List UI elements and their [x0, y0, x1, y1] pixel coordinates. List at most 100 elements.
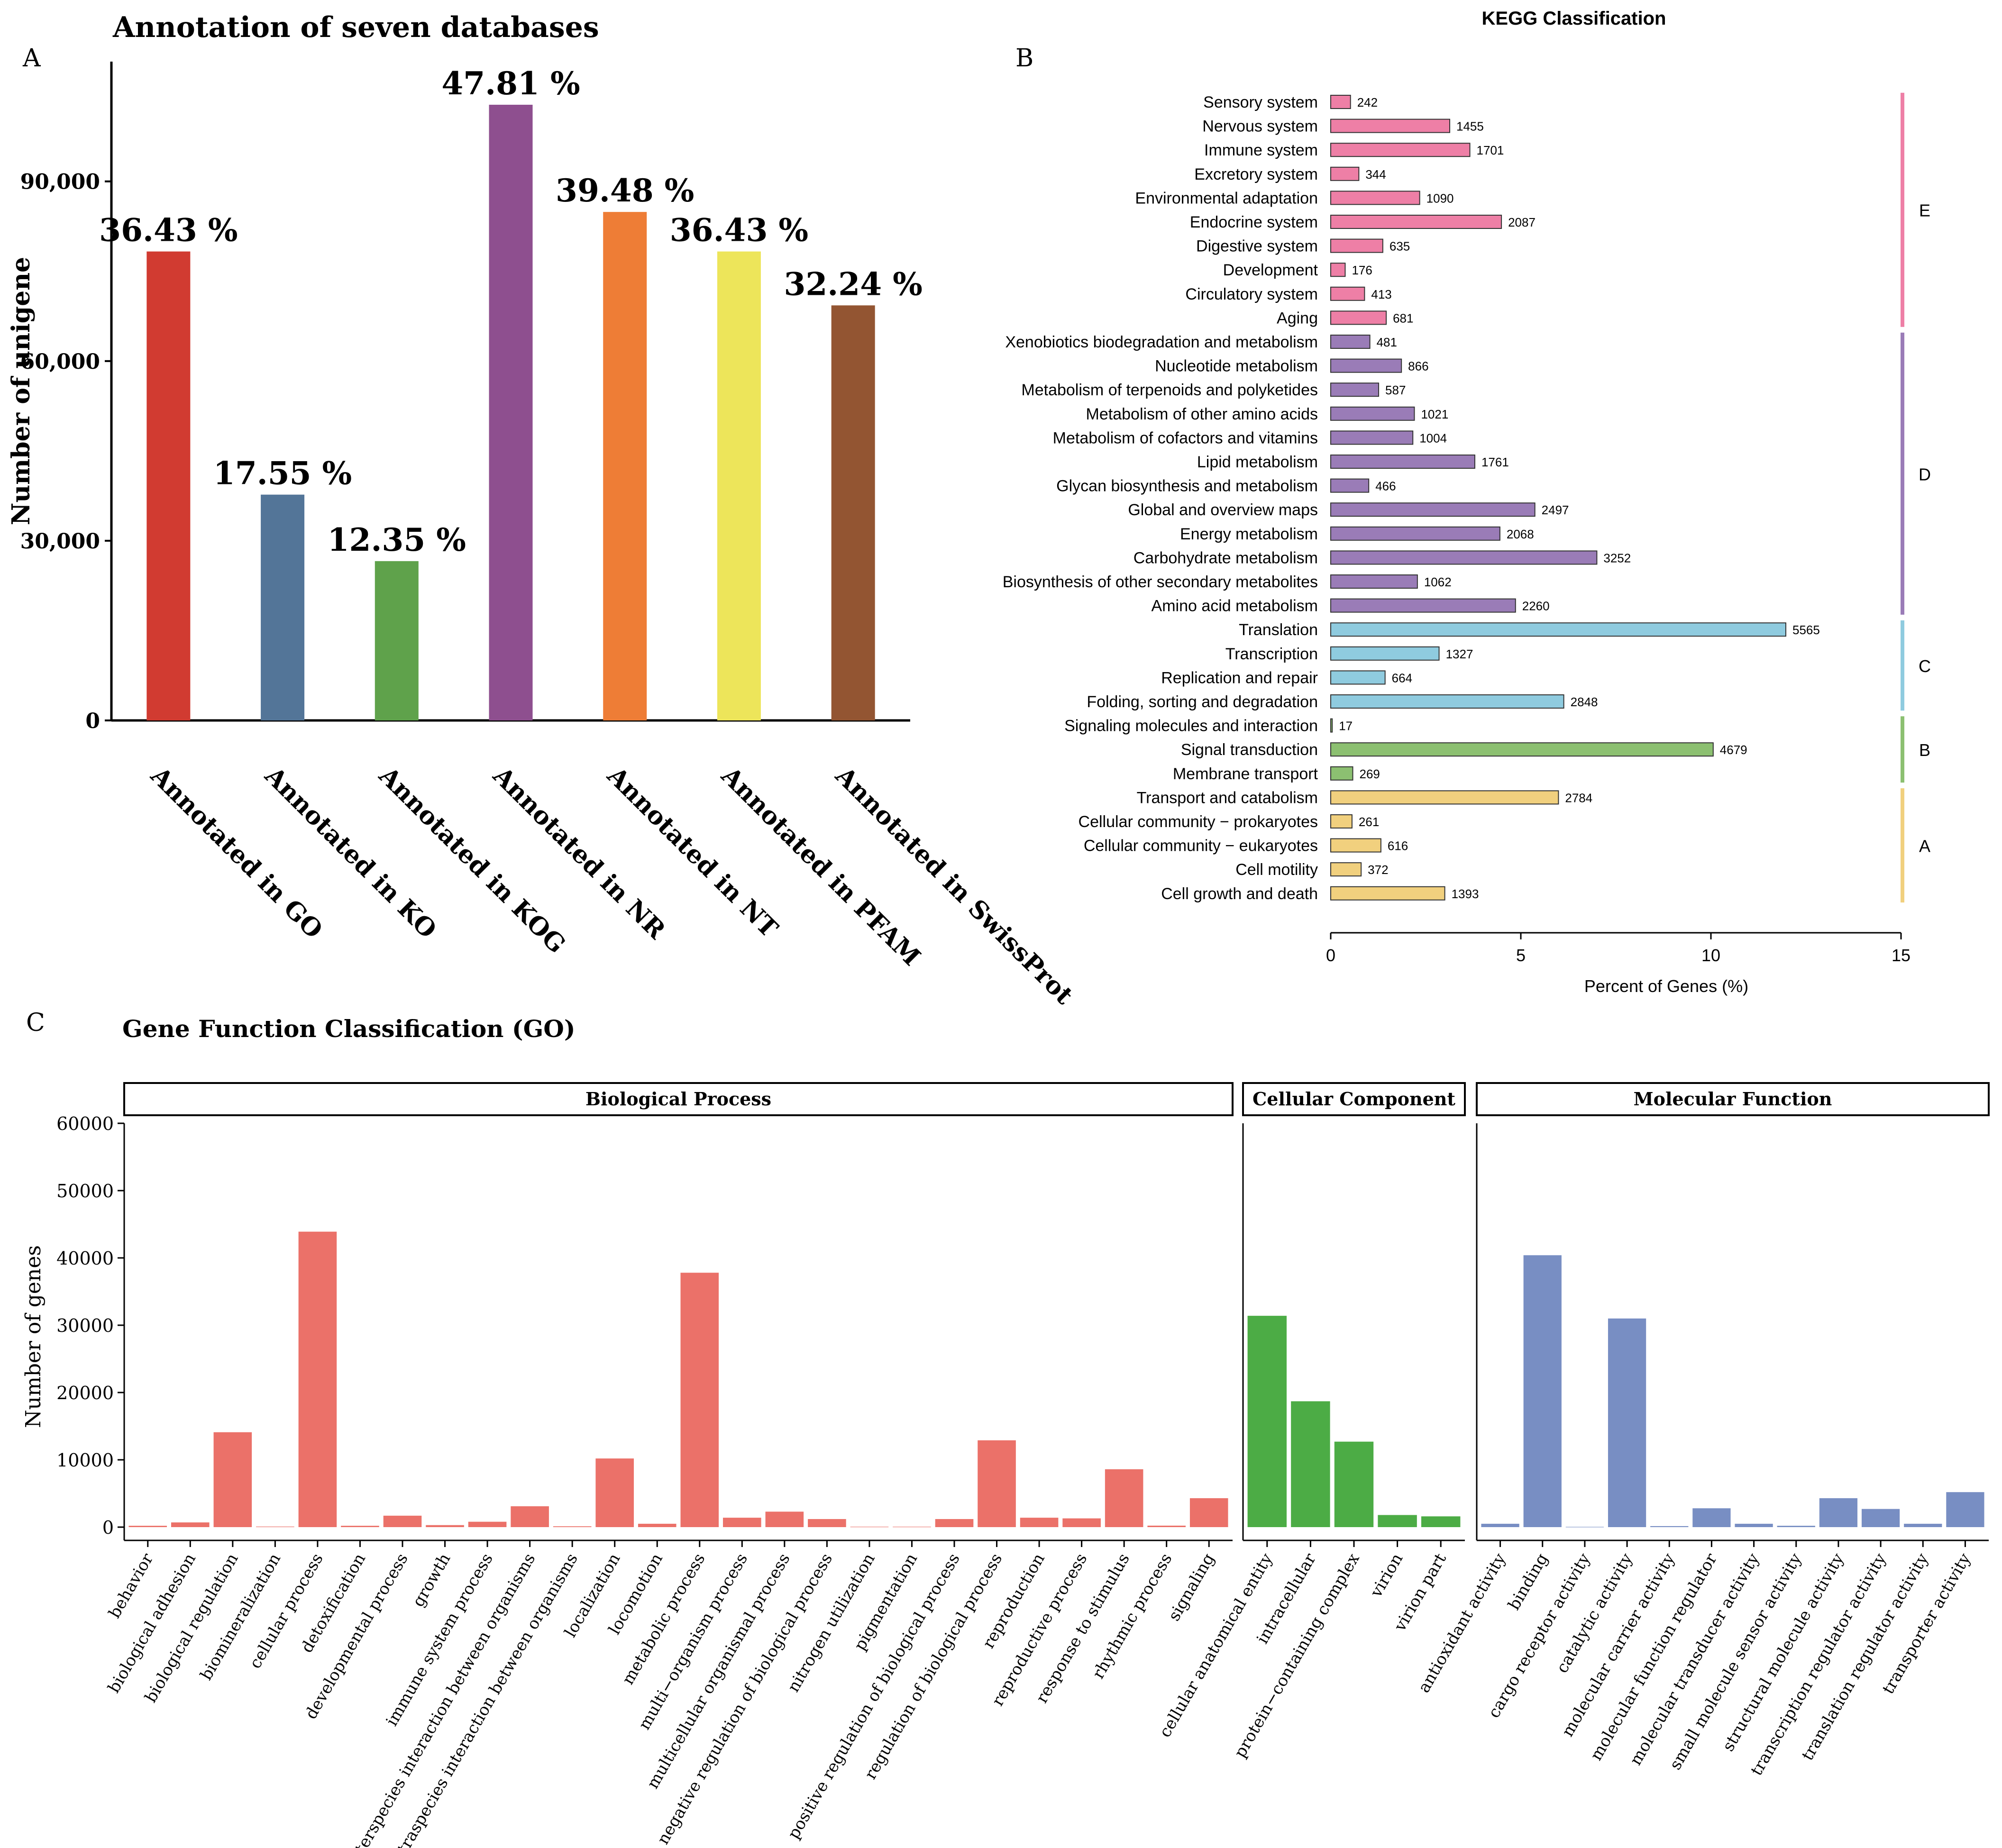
- chart-b-category-label: Excretory system: [1194, 165, 1318, 183]
- chart-c-bar: [1247, 1316, 1287, 1527]
- chart-b-count-label: 176: [1352, 263, 1372, 277]
- chart-a-y-tick-label: 90,000: [20, 170, 100, 194]
- chart-b-category-label: Biosynthesis of other secondary metaboli…: [1003, 573, 1318, 591]
- chart-c-bar: [595, 1458, 634, 1527]
- chart-b-bar: [1330, 526, 1500, 541]
- chart-c-bar: [213, 1432, 252, 1527]
- chart-b-count-label: 681: [1393, 311, 1413, 325]
- chart-b-category-label: Replication and repair: [1161, 669, 1318, 687]
- chart-b-category-label: Energy metabolism: [1180, 525, 1318, 543]
- chart-a-y-tick-label: 30,000: [20, 529, 100, 554]
- chart-a-bar: [261, 494, 305, 720]
- chart-a-data-label: 36.43 %: [99, 212, 238, 249]
- chart-b-group-label: A: [1919, 837, 1930, 856]
- chart-b-category-label: Lipid metabolism: [1197, 453, 1318, 471]
- chart-b-count-label: 4679: [1720, 743, 1747, 757]
- chart-c-bar: [426, 1525, 464, 1527]
- chart-b-category-label: Nucleotide metabolism: [1155, 357, 1318, 375]
- chart-c-y-tick-label: 30000: [56, 1315, 114, 1336]
- chart-b-category-label: Membrane transport: [1173, 765, 1318, 783]
- chart-b-count-label: 2497: [1542, 503, 1569, 517]
- chart-b-kegg: KEGG Classification Sensory system 242 Nerv…: [1003, 8, 1931, 996]
- chart-c-y-tick-label: 40000: [56, 1248, 114, 1269]
- chart-c-facet-strip: [1242, 1082, 1466, 1116]
- chart-b-count-label: 269: [1360, 767, 1380, 781]
- chart-c-bar: [808, 1519, 846, 1527]
- chart-b-category-label: Endocrine system: [1190, 213, 1318, 231]
- chart-b-x-tick-label: 0: [1326, 946, 1335, 965]
- chart-c-bar: [723, 1518, 761, 1527]
- chart-a-data-label: 47.81 %: [441, 65, 580, 102]
- chart-b-count-label: 242: [1357, 95, 1378, 109]
- chart-b-x-label: Percent of Genes (%): [1584, 976, 1748, 996]
- chart-b-bar: [1330, 455, 1475, 469]
- chart-b-count-label: 2848: [1571, 695, 1598, 709]
- chart-c-bar: [1105, 1469, 1143, 1527]
- panel-label-a: A: [22, 44, 41, 73]
- chart-b-bar: [1330, 862, 1362, 877]
- chart-b-category-label: Metabolism of other amino acids: [1086, 405, 1318, 423]
- chart-c-bar: [1735, 1523, 1773, 1527]
- chart-b-category-label: Glycan biosynthesis and metabolism: [1056, 477, 1318, 495]
- chart-c-y-tick-label: 20000: [56, 1383, 114, 1403]
- chart-b-category-label: Transcription: [1225, 645, 1318, 663]
- chart-c-category-label: biomineralization: [197, 1550, 284, 1684]
- chart-b-count-label: 1455: [1456, 119, 1484, 134]
- chart-b-bar: [1330, 766, 1353, 781]
- chart-c-y-label: Number of genes: [21, 1245, 46, 1428]
- chart-c-category-label: binding: [1504, 1550, 1552, 1613]
- chart-c-bar: [298, 1231, 337, 1527]
- chart-b-category-label: Development: [1223, 261, 1318, 279]
- chart-b-category-label: Transport and catabolism: [1137, 789, 1318, 807]
- chart-b-category-label: Cellular community − eukaryotes: [1084, 837, 1318, 855]
- chart-b-bar: [1330, 574, 1418, 589]
- chart-c-bar: [1777, 1526, 1815, 1527]
- chart-b-category-label: Cellular community − prokaryotes: [1079, 813, 1318, 831]
- chart-a-data-label: 36.43 %: [670, 212, 808, 249]
- chart-c-bar: [1692, 1508, 1731, 1527]
- chart-c-bar: [765, 1511, 804, 1527]
- chart-c-bar: [511, 1506, 549, 1527]
- chart-a-bar: [146, 251, 191, 720]
- chart-b-category-label: Metabolism of cofactors and vitamins: [1053, 429, 1318, 447]
- chart-c-facet-strip: [123, 1082, 1234, 1116]
- chart-b-x-tick-label: 10: [1701, 946, 1720, 965]
- chart-b-category-label: Cell motility: [1235, 861, 1318, 879]
- chart-b-bar: [1330, 215, 1502, 229]
- chart-c-bar: [638, 1523, 676, 1527]
- chart-b-bar: [1330, 478, 1370, 493]
- chart-c-bar: [1147, 1525, 1186, 1527]
- chart-b-group-label: B: [1919, 740, 1930, 760]
- chart-c-bar: [680, 1273, 719, 1527]
- chart-c-facet-label: Molecular Function: [1634, 1088, 1832, 1110]
- chart-b-bar: [1330, 406, 1415, 421]
- chart-c-bar: [1481, 1523, 1519, 1527]
- chart-b-bar: [1330, 670, 1386, 685]
- chart-c-category-label: catalytic activity: [1553, 1550, 1636, 1676]
- chart-c-bar: [1608, 1318, 1646, 1527]
- chart-b-bar: [1330, 238, 1383, 253]
- chart-b-bar: [1330, 814, 1353, 828]
- chart-c-bar: [341, 1526, 379, 1527]
- chart-c-facet-label: Biological Process: [585, 1088, 771, 1110]
- chart-b-category-label: Amino acid metabolism: [1152, 597, 1318, 615]
- chart-a-bar: [489, 104, 533, 720]
- chart-c-facet-label: Cellular Component: [1252, 1088, 1455, 1110]
- chart-c-bar: [128, 1526, 167, 1527]
- chart-c-bar: [1523, 1255, 1562, 1527]
- chart-c-bar: [1421, 1516, 1461, 1527]
- chart-a-bar: [831, 305, 875, 720]
- chart-b-count-label: 481: [1377, 335, 1397, 349]
- chart-c-category-label: rhythmic process: [1089, 1550, 1176, 1682]
- chart-a-data-label: 12.35 %: [328, 521, 466, 558]
- chart-b-count-label: 1327: [1446, 647, 1473, 661]
- chart-b-count-label: 1004: [1419, 431, 1447, 445]
- chart-b-category-label: Nervous system: [1202, 118, 1318, 136]
- chart-a-category-label: Annotated in KOG: [373, 761, 571, 959]
- chart-b-category-label: Aging: [1277, 309, 1318, 327]
- chart-a-category-label: Annotated in PFAM: [715, 761, 926, 971]
- chart-b-count-label: 1090: [1426, 191, 1454, 205]
- chart-c-category-label: virion: [1366, 1550, 1407, 1601]
- chart-c-bar: [1861, 1509, 1900, 1527]
